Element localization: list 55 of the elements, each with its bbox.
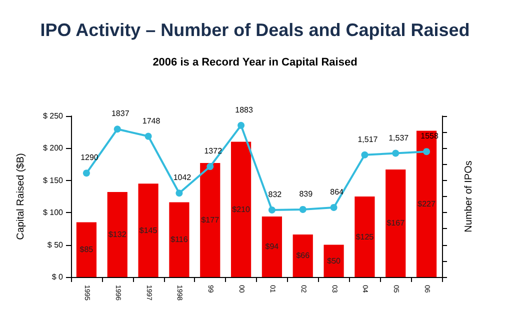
bar [324,244,344,277]
bar [200,163,220,277]
data-label: $210 [232,204,250,214]
point [238,122,245,129]
data-label: 839 [299,189,314,198]
data-label: $145 [139,226,158,235]
data-label: $177 [201,216,220,225]
data-label: $132 [108,230,127,239]
point [361,151,368,158]
point [299,206,306,213]
data-label: $167 [386,218,406,228]
bar [169,202,190,277]
data-label: $85 [80,245,94,254]
bar [230,142,252,277]
bar [107,192,128,277]
data-label: 1,517 [358,134,378,144]
data-label: $50 [327,256,342,266]
y-tick-label: $ 50 [47,240,64,250]
point [423,148,430,156]
chart-title: IPO Activity – Number of Deals and Capital Raised [40,20,470,40]
bar [354,196,375,277]
data-label: 832 [268,190,282,200]
bar [416,130,437,277]
point [82,170,90,177]
bar [138,184,158,277]
chart-subtitle: 2006 is a Record Year in Capital Raised [152,56,358,68]
data-label: $94 [265,242,280,252]
point [268,206,276,214]
data-label: 1042 [173,173,192,182]
y-axis-title: Capital Raised ($B) [16,153,26,240]
data-label: $116 [170,235,188,244]
point [392,150,400,157]
y-tick-label: $ 250 [42,112,64,120]
y2-axis-title: Number of IPOs [464,160,474,232]
point [206,163,214,170]
bar [292,234,313,277]
bar [386,169,406,277]
point [176,190,183,197]
y-tick-label: $ 100 [42,208,64,218]
point [330,204,338,211]
data-label: 1837 [111,109,130,118]
data-label: $125 [356,232,374,242]
y-tick-label: $ 150 [42,176,64,185]
y-tick-label: $ 200 [42,144,64,153]
bar [262,216,282,277]
data-label: $66 [296,251,310,260]
data-label: 1,537 [388,133,410,142]
data-label: $227 [418,199,436,208]
data-label: 1372 [204,146,223,156]
bar [76,222,97,277]
data-label: 1883 [235,105,254,114]
point [144,132,152,140]
point [114,126,121,133]
data-label: 1748 [142,116,161,126]
y-tick-label: $ 0 [52,272,64,282]
